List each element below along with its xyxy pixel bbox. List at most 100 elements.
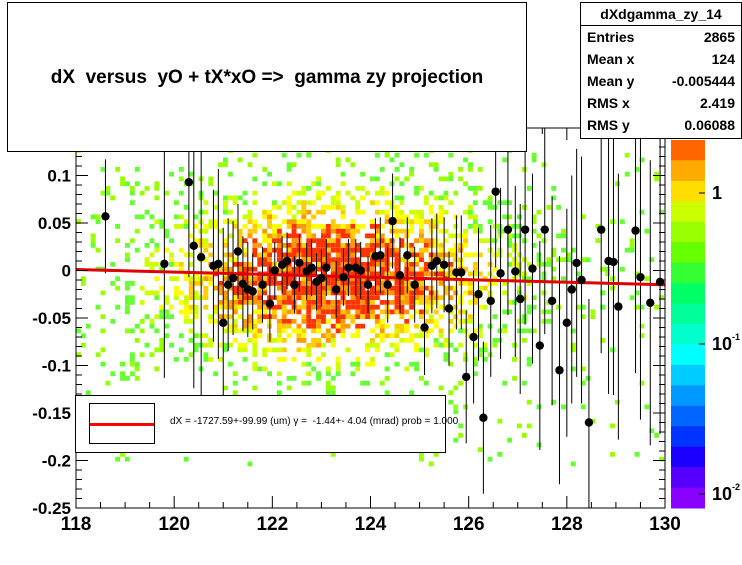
heatmap-cell — [125, 304, 130, 310]
colorbar-segment — [671, 467, 705, 488]
heatmap-cell — [477, 328, 483, 334]
heatmap-cell — [144, 262, 150, 267]
heatmap-cell — [306, 290, 312, 296]
heatmap-cell — [512, 376, 517, 381]
heatmap-cell — [227, 328, 233, 334]
heatmap-cell — [472, 228, 478, 234]
heatmap-cell — [262, 304, 268, 310]
heatmap-cell — [311, 295, 317, 301]
heatmap-cell — [497, 252, 503, 258]
heatmap-cell — [316, 342, 321, 348]
heatmap-cell — [409, 295, 415, 301]
heatmap-cell — [428, 209, 434, 215]
heatmap-cell — [125, 285, 130, 291]
heatmap-cell — [531, 214, 537, 220]
x-tick-label: 130 — [649, 514, 681, 535]
heatmap-cell — [512, 257, 517, 263]
heatmap-cell — [384, 257, 390, 263]
heatmap-cell — [80, 333, 86, 339]
heatmap-cell — [355, 186, 361, 191]
stats-value: -0.005444 — [671, 73, 735, 89]
heatmap-cell — [394, 257, 400, 263]
heatmap-cell — [306, 314, 312, 320]
heatmap-cell — [232, 219, 238, 225]
heatmap-cell — [262, 290, 268, 296]
heatmap-cell — [580, 257, 586, 263]
heatmap-cell — [252, 252, 258, 258]
heatmap-cell — [183, 304, 189, 310]
heatmap-cell — [159, 285, 165, 291]
heatmap-cell — [110, 195, 116, 201]
heatmap-cell — [325, 290, 331, 296]
heatmap-cell — [232, 285, 238, 291]
heatmap-cell — [546, 262, 552, 267]
heatmap-cell — [325, 224, 331, 229]
heatmap-cell — [370, 295, 375, 301]
heatmap-cell — [394, 214, 400, 220]
heatmap-cell — [394, 176, 400, 182]
heatmap-cell — [188, 304, 194, 310]
heatmap-cell — [389, 252, 395, 258]
heatmap-cell — [463, 404, 468, 410]
heatmap-cell — [242, 357, 248, 362]
heatmap-cell — [517, 328, 522, 334]
x-tick-label: 126 — [453, 514, 485, 535]
heatmap-cell — [384, 376, 390, 381]
heatmap-cell — [409, 285, 415, 291]
heatmap-cell — [301, 262, 307, 267]
heatmap-cell — [399, 309, 405, 315]
heatmap-cell — [203, 224, 209, 229]
heatmap-cell — [203, 290, 209, 296]
heatmap-cell — [286, 376, 292, 381]
heatmap-cell — [335, 233, 341, 239]
heatmap-cell — [208, 338, 214, 343]
heatmap-cell — [316, 252, 321, 258]
heatmap-cell — [370, 271, 375, 277]
heatmap-cell — [276, 285, 282, 291]
heatmap-cell — [242, 266, 248, 272]
heatmap-cell — [129, 361, 135, 367]
heatmap-cell — [262, 262, 268, 267]
heatmap-cell — [374, 285, 380, 291]
heatmap-cell — [125, 181, 130, 187]
heatmap-cell — [301, 257, 307, 263]
heatmap-cell — [350, 304, 356, 310]
heatmap-cell — [296, 328, 302, 334]
heatmap-cell — [154, 247, 160, 253]
heatmap-cell — [423, 219, 429, 225]
heatmap-cell — [610, 219, 615, 225]
heatmap-cell — [335, 205, 341, 210]
heatmap-cell — [218, 300, 223, 305]
heatmap-cell — [203, 295, 209, 301]
heatmap-cell — [183, 276, 189, 282]
heatmap-cell — [159, 224, 165, 229]
heatmap-cell — [276, 205, 282, 210]
heatmap-cell — [193, 347, 199, 353]
heatmap-cell — [223, 328, 228, 334]
heatmap-cell — [350, 233, 356, 239]
heatmap-cell — [448, 390, 454, 396]
heatmap-cell — [526, 186, 532, 191]
profile-point — [196, 253, 206, 262]
heatmap-cell — [134, 214, 140, 220]
heatmap-cell — [458, 423, 464, 429]
heatmap-cell — [615, 399, 620, 405]
heatmap-cell — [536, 233, 542, 239]
heatmap-cell — [311, 233, 317, 239]
heatmap-cell — [335, 357, 341, 362]
heatmap-cell — [252, 342, 258, 348]
heatmap-cell — [409, 228, 415, 234]
heatmap-cell — [379, 300, 385, 305]
heatmap-cell — [134, 247, 140, 253]
heatmap-cell — [384, 304, 390, 310]
heatmap-cell — [355, 333, 361, 339]
heatmap-cell — [286, 167, 292, 172]
heatmap-cell — [325, 276, 331, 282]
heatmap-cell — [301, 285, 307, 291]
heatmap-cell — [414, 257, 419, 263]
heatmap-cell — [134, 366, 140, 372]
heatmap-cell — [360, 304, 366, 310]
heatmap-cell — [355, 243, 361, 248]
heatmap-cell — [174, 276, 179, 282]
heatmap-cell — [379, 309, 385, 315]
